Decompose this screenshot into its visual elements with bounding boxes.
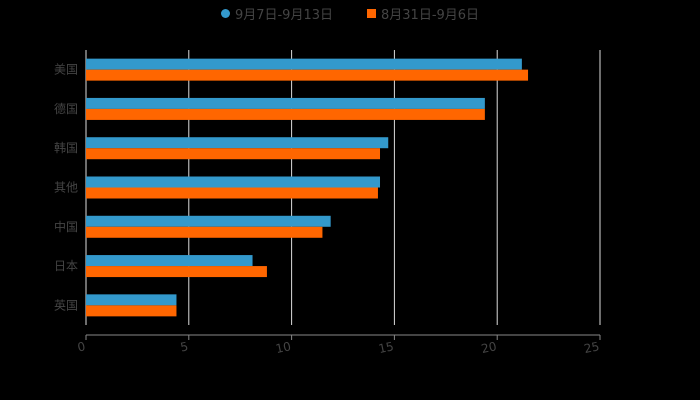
category-group: 德国: [54, 97, 485, 120]
x-tick-label: 0: [76, 339, 86, 354]
bar[interactable]: [86, 266, 267, 278]
bar[interactable]: [86, 176, 381, 188]
x-tick-label: 15: [377, 339, 395, 356]
chart-legend: 9月7日-9月13日 8月31日-9月6日: [0, 4, 700, 23]
category-label: 中国: [54, 219, 78, 234]
legend-label: 8月31日-9月6日: [381, 7, 480, 23]
x-tick-label: 25: [583, 339, 601, 356]
bar[interactable]: [86, 148, 381, 160]
category-group: 其他: [54, 176, 381, 199]
x-tick-label: 5: [179, 339, 189, 354]
bar[interactable]: [86, 69, 529, 81]
category-group: 中国: [54, 215, 331, 238]
bar[interactable]: [86, 187, 378, 199]
x-tick-label: 20: [480, 339, 498, 356]
bar[interactable]: [86, 58, 522, 70]
bar[interactable]: [86, 215, 331, 227]
category-label: 韩国: [54, 140, 78, 155]
category-label: 德国: [54, 101, 78, 116]
category-label: 其他: [54, 181, 78, 195]
category-label: 美国: [54, 63, 78, 77]
category-group: 韩国: [54, 137, 389, 160]
legend-item-series-1[interactable]: 9月7日-9月13日: [220, 4, 333, 23]
bar[interactable]: [86, 226, 323, 238]
bar[interactable]: [86, 137, 389, 149]
bar[interactable]: [86, 255, 253, 267]
bar[interactable]: [86, 294, 177, 306]
category-group: 美国: [54, 58, 529, 81]
category-label: 英国: [54, 298, 78, 312]
circle-marker-icon: [220, 8, 230, 18]
x-tick-label: 10: [274, 339, 292, 356]
category-label: 日本: [54, 259, 78, 273]
bar[interactable]: [86, 108, 485, 120]
category-group: 日本: [54, 255, 267, 278]
bar[interactable]: [86, 97, 485, 109]
category-group: 英国: [54, 294, 177, 317]
square-marker-icon: [367, 8, 376, 18]
bar[interactable]: [86, 305, 177, 317]
legend-item-series-2[interactable]: 8月31日-9月6日: [367, 4, 480, 23]
legend-label: 9月7日-9月13日: [234, 7, 333, 23]
